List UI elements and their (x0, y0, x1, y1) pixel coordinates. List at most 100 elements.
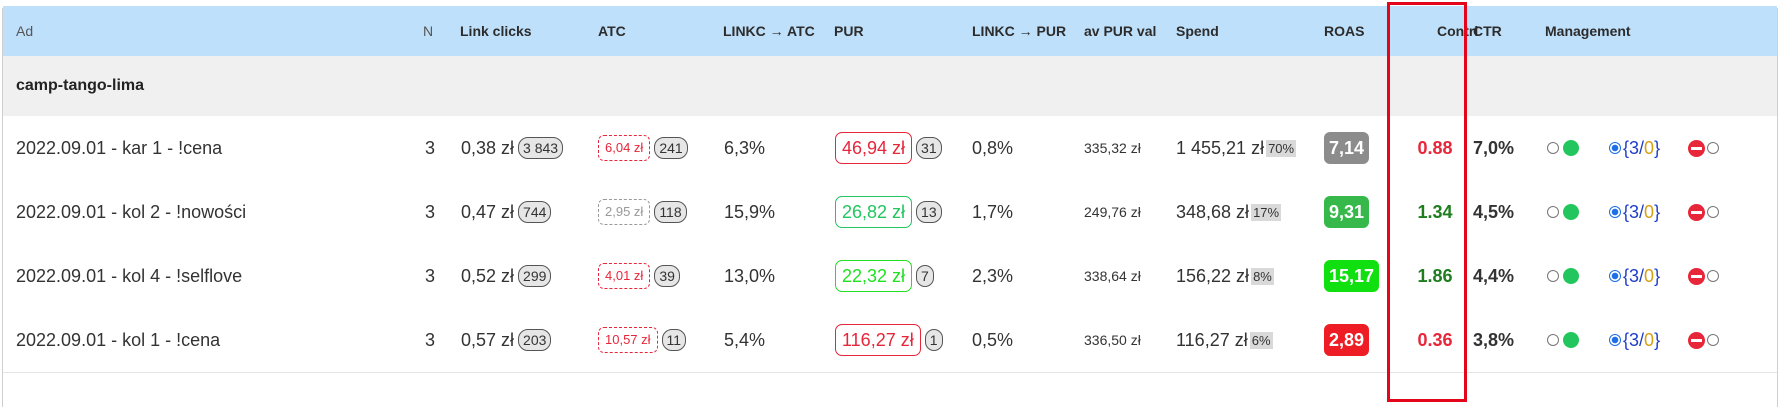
atc-count-badge: 118 (654, 201, 687, 223)
ctr-value: 7,0% (1473, 137, 1515, 158)
campaign-group-row[interactable]: camp-tango-lima (3, 56, 1777, 116)
fraction-slash: / (1639, 201, 1645, 222)
budget-fraction[interactable]: {3/0} (1623, 266, 1660, 287)
n-value: 3 (425, 137, 436, 158)
link-clicks-cell: 0,47 zł 744 (461, 180, 552, 244)
budget-fraction[interactable]: {3/0} (1623, 202, 1660, 223)
contri-value: 0.88 (1417, 137, 1453, 158)
budget-radio-selected[interactable] (1609, 142, 1621, 154)
atc-cost-box: 2,95 zł (598, 199, 651, 225)
spend-cell: 1 455,21 zł 70% (1176, 116, 1297, 180)
spend-value: 1 455,21 zł (1176, 137, 1265, 158)
ad-name[interactable]: 2022.09.01 - kar 1 - !cena (16, 137, 223, 158)
av-pur-val-value: 249,76 zł (1084, 204, 1141, 220)
col-header-linkc-pur[interactable]: LINKC → PUR (972, 23, 1067, 39)
spend-share-badge: 70% (1266, 139, 1297, 157)
roas-cell: 9,31 (1324, 180, 1370, 244)
col-header-ad[interactable]: Ad (16, 23, 34, 39)
linkc-atc-value: 6,3% (724, 137, 766, 158)
col-header-atc[interactable]: ATC (598, 23, 626, 39)
linkc-pur-value: 0,5% (972, 329, 1014, 350)
link-clicks-cell: 0,38 zł 3 843 (461, 116, 564, 180)
atc-cost-box: 10,57 zł (598, 327, 658, 353)
budget-radio-selected[interactable] (1609, 334, 1621, 346)
col-header-ctr[interactable]: CTR (1473, 23, 1502, 39)
col-header-av-pur-val[interactable]: av PUR val (1084, 23, 1157, 39)
n-value: 3 (425, 265, 436, 286)
delete-minus-icon[interactable] (1688, 139, 1706, 157)
roas-badge: 7,14 (1324, 132, 1370, 164)
link-count-badge: 203 (518, 329, 552, 351)
av-pur-val-value: 338,64 zł (1084, 268, 1141, 284)
status-radio[interactable] (1547, 334, 1559, 346)
campaign-name: camp-tango-lima (16, 77, 145, 94)
budget-radio-selected[interactable] (1609, 206, 1621, 218)
table-row[interactable]: 2022.09.01 - kol 4 - !selflove 3 0,52 zł… (3, 244, 1777, 309)
budget-den: 0 (1644, 265, 1655, 286)
brace-close: } (1654, 137, 1661, 158)
spend-value: 116,27 zł (1176, 329, 1248, 350)
ctr-value: 4,5% (1473, 201, 1515, 222)
atc-count-badge: 11 (661, 329, 687, 351)
green-status-dot-icon[interactable] (1563, 268, 1579, 284)
col-header-n[interactable]: N (423, 23, 434, 39)
pur-cost-box: 116,27 zł (835, 324, 921, 356)
management-cell: {3/0} (1547, 116, 1720, 180)
budget-num: 3 (1629, 137, 1640, 158)
delete-minus-icon[interactable] (1688, 267, 1706, 285)
budget-radio-selected[interactable] (1609, 270, 1621, 282)
col-header-contri[interactable]: Contri (1437, 23, 1479, 39)
delete-radio[interactable] (1707, 206, 1720, 218)
ad-name[interactable]: 2022.09.01 - kol 1 - !cena (16, 329, 221, 350)
spend-cell: 156,22 zł 8% (1176, 244, 1274, 308)
pur-count-badge: 13 (916, 201, 942, 223)
spend-share-badge: 6% (1249, 331, 1273, 349)
brace-close: } (1654, 265, 1661, 286)
pur-count-badge: 31 (916, 137, 942, 159)
delete-minus-icon[interactable] (1688, 331, 1706, 349)
budget-den: 0 (1644, 201, 1655, 222)
linkc-atc-value: 5,4% (724, 329, 766, 350)
col-header-roas[interactable]: ROAS (1324, 23, 1365, 39)
status-radio[interactable] (1547, 142, 1559, 154)
spend-value: 348,68 zł (1176, 201, 1250, 222)
green-status-dot-icon[interactable] (1563, 204, 1579, 220)
contri-value: 1.34 (1417, 201, 1453, 222)
budget-den: 0 (1644, 329, 1655, 350)
status-radio[interactable] (1547, 206, 1559, 218)
pur-count-badge: 1 (924, 329, 943, 351)
delete-radio[interactable] (1707, 270, 1720, 282)
table-row[interactable]: 2022.09.01 - kar 1 - !cena 3 0,38 zł 3 8… (3, 116, 1777, 181)
status-radio[interactable] (1547, 270, 1559, 282)
delete-radio[interactable] (1707, 142, 1720, 154)
pur-count-badge: 7 (916, 265, 934, 287)
link-count-badge: 744 (518, 201, 552, 223)
linkc-pur-value: 2,3% (972, 265, 1014, 286)
ad-name[interactable]: 2022.09.01 - kol 2 - !nowości (16, 201, 247, 222)
linkc-atc-value: 15,9% (724, 201, 776, 222)
atc-count-badge: 39 (654, 265, 680, 287)
budget-num: 3 (1629, 201, 1640, 222)
link-count-badge: 3 843 (518, 137, 564, 159)
col-header-link-clicks[interactable]: Link clicks (460, 23, 532, 39)
ad-name[interactable]: 2022.09.01 - kol 4 - !selflove (16, 265, 243, 286)
roas-cell: 7,14 (1324, 116, 1370, 180)
brace-close: } (1654, 201, 1661, 222)
table-row[interactable]: 2022.09.01 - kol 2 - !nowości 3 0,47 zł … (3, 180, 1777, 245)
budget-fraction[interactable]: {3/0} (1623, 138, 1660, 159)
link-clicks-cell: 0,52 zł 299 (461, 244, 552, 308)
col-header-spend[interactable]: Spend (1176, 23, 1219, 39)
spend-cell: 348,68 zł 17% (1176, 180, 1282, 244)
table-row[interactable]: 2022.09.01 - kol 1 - !cena 3 0,57 zł 203… (3, 308, 1777, 373)
pur-cost-box: 26,82 zł (835, 196, 913, 228)
spend-value: 156,22 zł (1176, 265, 1250, 286)
green-status-dot-icon[interactable] (1563, 140, 1579, 156)
delete-minus-icon[interactable] (1688, 203, 1706, 221)
col-header-linkc-atc[interactable]: LINKC → ATC (723, 23, 815, 39)
budget-fraction[interactable]: {3/0} (1623, 330, 1660, 351)
linkc-pur-value: 0,8% (972, 137, 1014, 158)
col-header-pur[interactable]: PUR (834, 23, 864, 39)
delete-radio[interactable] (1707, 334, 1720, 346)
fraction-slash: / (1639, 265, 1645, 286)
green-status-dot-icon[interactable] (1563, 332, 1579, 348)
